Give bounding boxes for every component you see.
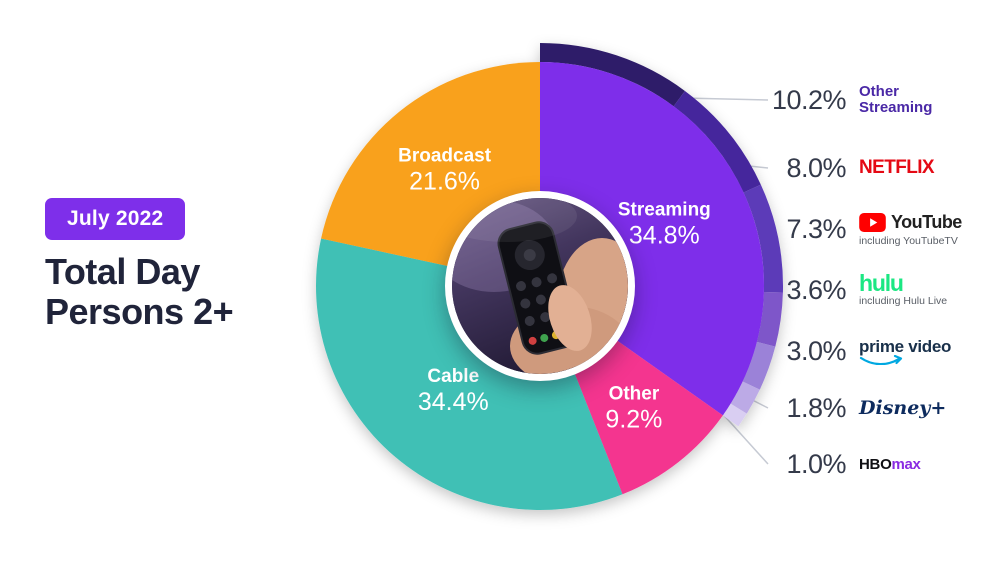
- slice-label-streaming: Streaming 34.8%: [618, 200, 711, 250]
- legend-percent: 7.3%: [786, 213, 846, 244]
- hbo-max-logo: HBOmax: [859, 456, 921, 473]
- ring-segment-hbo-max: [722, 403, 747, 427]
- prime-video-logo: prime video: [859, 337, 951, 365]
- slice-label-other: Other 9.2%: [605, 384, 662, 434]
- youtube-logo: YouTube: [859, 212, 962, 233]
- youtube-note: including YouTubeTV: [859, 234, 958, 247]
- ring-segment-youtube: [743, 184, 784, 293]
- slice-label-cable: Cable 34.4%: [418, 366, 489, 416]
- ring-segment-hulu: [756, 292, 783, 347]
- title-line1: Total Day: [45, 251, 200, 292]
- remote-photo-illustration: [452, 198, 628, 374]
- hulu-note: including Hulu Live: [859, 295, 948, 308]
- legend-row-netflix: 8.0% NETFLIX: [770, 146, 934, 190]
- prime-smile-icon: [859, 355, 903, 365]
- legend-row-disney-plus: 1.8% Disney+: [770, 386, 946, 430]
- legend-percent: 8.0%: [786, 152, 846, 183]
- other-streaming-logo: Other Streaming: [859, 82, 933, 116]
- legend-percent: 1.8%: [786, 392, 846, 423]
- legend-row-hbo-max: 1.0% HBOmax: [770, 442, 921, 486]
- legend-percent: 1.0%: [786, 448, 846, 479]
- max-label: max: [891, 455, 921, 473]
- hbo-label: HBO: [859, 455, 892, 473]
- date-badge: July 2022: [45, 198, 186, 240]
- legend-percent: 3.0%: [786, 335, 846, 366]
- title-line2: Persons 2+: [45, 291, 234, 333]
- youtube-label: YouTube: [891, 211, 962, 232]
- ring-segment-prime-video: [742, 341, 776, 390]
- prime-video-label: prime video: [859, 337, 952, 356]
- netflix-logo: NETFLIX: [859, 157, 935, 178]
- left-panel: July 2022 Total Day Persons 2+: [45, 198, 234, 333]
- slice-label-broadcast: Broadcast 21.6%: [398, 146, 492, 196]
- legend-row-hulu: 3.6% hulu including Hulu Live: [770, 268, 947, 312]
- other-streaming-line2: Streaming: [859, 99, 933, 116]
- other-streaming-line1: Other: [859, 82, 900, 100]
- ring-segment-other-streaming: [540, 43, 685, 107]
- youtube-play-icon: [859, 212, 886, 232]
- legend-percent: 3.6%: [786, 274, 846, 305]
- ring-segment-disney-: [730, 381, 760, 414]
- legend-row-prime-video: 3.0% prime video: [770, 329, 951, 373]
- hulu-logo: hulu: [859, 269, 904, 296]
- disney-plus-logo: Disney+: [859, 397, 947, 419]
- remote-control-photo: [445, 191, 635, 381]
- legend-row-other-streaming: 10.2% Other Streaming: [770, 78, 932, 122]
- pie-slice-streaming: [540, 62, 765, 416]
- ring-segment-netflix: [673, 90, 761, 193]
- date-badge-label: July 2022: [67, 207, 164, 230]
- page-title: Total Day Persons 2+: [45, 251, 234, 333]
- legend-percent: 10.2%: [771, 84, 847, 115]
- streaming-breakdown-ring: [540, 43, 784, 427]
- legend-row-youtube: 7.3% YouTube including YouTubeTV: [770, 207, 962, 251]
